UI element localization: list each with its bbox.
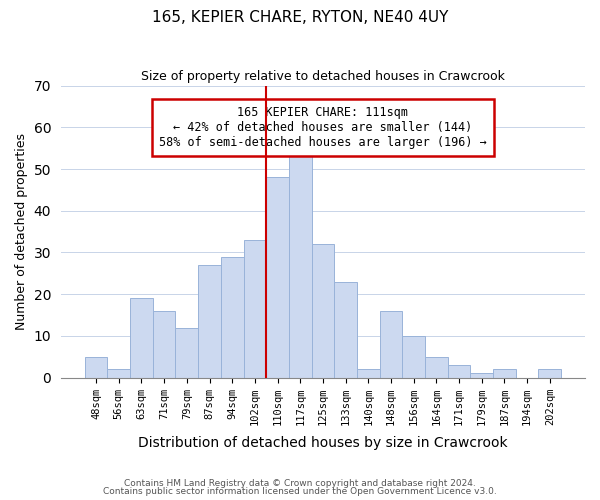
Bar [221,256,244,378]
Bar [289,144,311,378]
Bar [403,336,425,378]
X-axis label: Distribution of detached houses by size in Crawcrook: Distribution of detached houses by size … [138,436,508,450]
Bar [85,357,107,378]
Bar [130,298,153,378]
Bar [244,240,266,378]
Bar [425,357,448,378]
Text: Contains public sector information licensed under the Open Government Licence v3: Contains public sector information licen… [103,487,497,496]
Bar [334,282,357,378]
Text: 165, KEPIER CHARE, RYTON, NE40 4UY: 165, KEPIER CHARE, RYTON, NE40 4UY [152,10,448,25]
Bar [175,328,198,378]
Bar [493,370,516,378]
Bar [198,265,221,378]
Bar [380,311,403,378]
Y-axis label: Number of detached properties: Number of detached properties [15,133,28,330]
Bar [538,370,561,378]
Bar [311,244,334,378]
Bar [107,370,130,378]
Bar [448,365,470,378]
Bar [266,178,289,378]
Title: Size of property relative to detached houses in Crawcrook: Size of property relative to detached ho… [141,70,505,83]
Bar [153,311,175,378]
Bar [470,374,493,378]
Bar [357,370,380,378]
Text: 165 KEPIER CHARE: 111sqm
← 42% of detached houses are smaller (144)
58% of semi-: 165 KEPIER CHARE: 111sqm ← 42% of detach… [159,106,487,149]
Text: Contains HM Land Registry data © Crown copyright and database right 2024.: Contains HM Land Registry data © Crown c… [124,478,476,488]
